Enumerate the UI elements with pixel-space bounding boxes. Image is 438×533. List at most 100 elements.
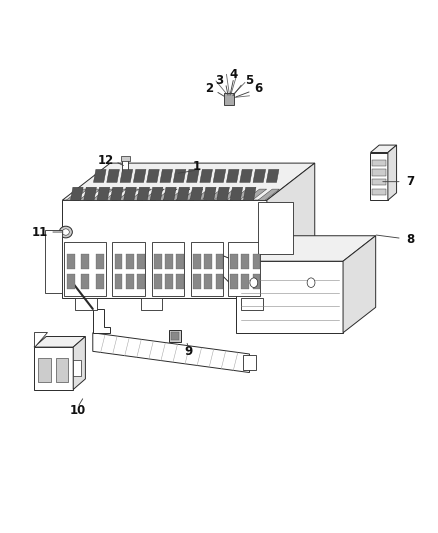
Polygon shape (237, 261, 343, 333)
Ellipse shape (307, 278, 315, 287)
Polygon shape (200, 169, 212, 182)
Text: 6: 6 (254, 83, 262, 95)
Text: 2: 2 (205, 83, 213, 95)
Bar (372, 189, 386, 195)
Polygon shape (258, 189, 279, 200)
Bar (230, 274, 238, 289)
Polygon shape (169, 189, 190, 200)
Polygon shape (267, 163, 315, 298)
Text: 1: 1 (193, 160, 201, 173)
Bar (120, 156, 130, 161)
Bar (115, 254, 122, 269)
Bar (96, 274, 104, 289)
Bar (241, 298, 262, 310)
Polygon shape (371, 152, 388, 200)
Bar (372, 169, 386, 176)
Text: 9: 9 (184, 345, 193, 358)
Bar (154, 254, 162, 269)
Polygon shape (204, 187, 216, 200)
Polygon shape (173, 169, 186, 182)
Polygon shape (210, 251, 237, 290)
Polygon shape (388, 145, 396, 200)
Polygon shape (117, 189, 139, 200)
Bar (141, 298, 162, 310)
Bar (96, 254, 104, 269)
Text: 4: 4 (230, 68, 238, 81)
Polygon shape (105, 189, 126, 200)
Text: 11: 11 (32, 225, 48, 239)
Polygon shape (79, 189, 100, 200)
Bar (81, 254, 89, 269)
Bar (126, 274, 134, 289)
Polygon shape (245, 189, 267, 200)
Bar (115, 274, 122, 289)
Bar (152, 241, 184, 296)
Polygon shape (62, 163, 315, 200)
Text: 10: 10 (70, 404, 86, 417)
Ellipse shape (250, 278, 258, 287)
Polygon shape (130, 189, 152, 200)
Bar (67, 254, 74, 269)
Polygon shape (266, 169, 279, 182)
Polygon shape (213, 169, 226, 182)
Polygon shape (71, 187, 83, 200)
Polygon shape (107, 169, 120, 182)
Bar (75, 298, 97, 310)
Polygon shape (45, 230, 62, 293)
Polygon shape (34, 332, 47, 347)
Bar (113, 241, 145, 296)
Bar (241, 254, 249, 269)
Text: 7: 7 (406, 175, 414, 188)
Polygon shape (150, 187, 163, 200)
Polygon shape (120, 169, 133, 182)
Bar (372, 179, 386, 185)
Polygon shape (177, 187, 190, 200)
Bar (137, 254, 145, 269)
Bar (191, 241, 223, 296)
Bar (228, 241, 260, 296)
Polygon shape (93, 309, 110, 333)
Bar (372, 160, 386, 166)
Polygon shape (93, 169, 106, 182)
Ellipse shape (62, 229, 69, 235)
Polygon shape (34, 336, 85, 347)
Polygon shape (97, 187, 110, 200)
Polygon shape (84, 187, 96, 200)
Bar (137, 274, 145, 289)
Bar (243, 355, 256, 370)
Polygon shape (343, 236, 376, 333)
Text: 5: 5 (245, 75, 253, 87)
Polygon shape (73, 336, 85, 390)
Polygon shape (187, 169, 199, 182)
Bar (154, 274, 162, 289)
Polygon shape (163, 187, 176, 200)
Polygon shape (160, 169, 173, 182)
Bar (56, 358, 68, 382)
Polygon shape (92, 189, 113, 200)
Polygon shape (217, 187, 230, 200)
Polygon shape (110, 187, 123, 200)
Polygon shape (137, 187, 150, 200)
Polygon shape (190, 187, 203, 200)
Bar (171, 332, 180, 340)
Polygon shape (230, 187, 243, 200)
Bar (253, 254, 260, 269)
Bar (73, 360, 81, 376)
Bar (204, 274, 212, 289)
Polygon shape (124, 187, 136, 200)
Polygon shape (253, 169, 266, 182)
Bar (165, 274, 173, 289)
Polygon shape (93, 333, 250, 373)
Bar (81, 274, 89, 289)
Polygon shape (237, 236, 376, 261)
Polygon shape (219, 189, 241, 200)
Polygon shape (34, 347, 73, 390)
Polygon shape (226, 169, 239, 182)
Bar (215, 254, 223, 269)
Bar (165, 254, 173, 269)
Text: 12: 12 (97, 154, 114, 167)
Polygon shape (143, 189, 164, 200)
Polygon shape (244, 187, 256, 200)
Polygon shape (194, 189, 215, 200)
Bar (204, 254, 212, 269)
